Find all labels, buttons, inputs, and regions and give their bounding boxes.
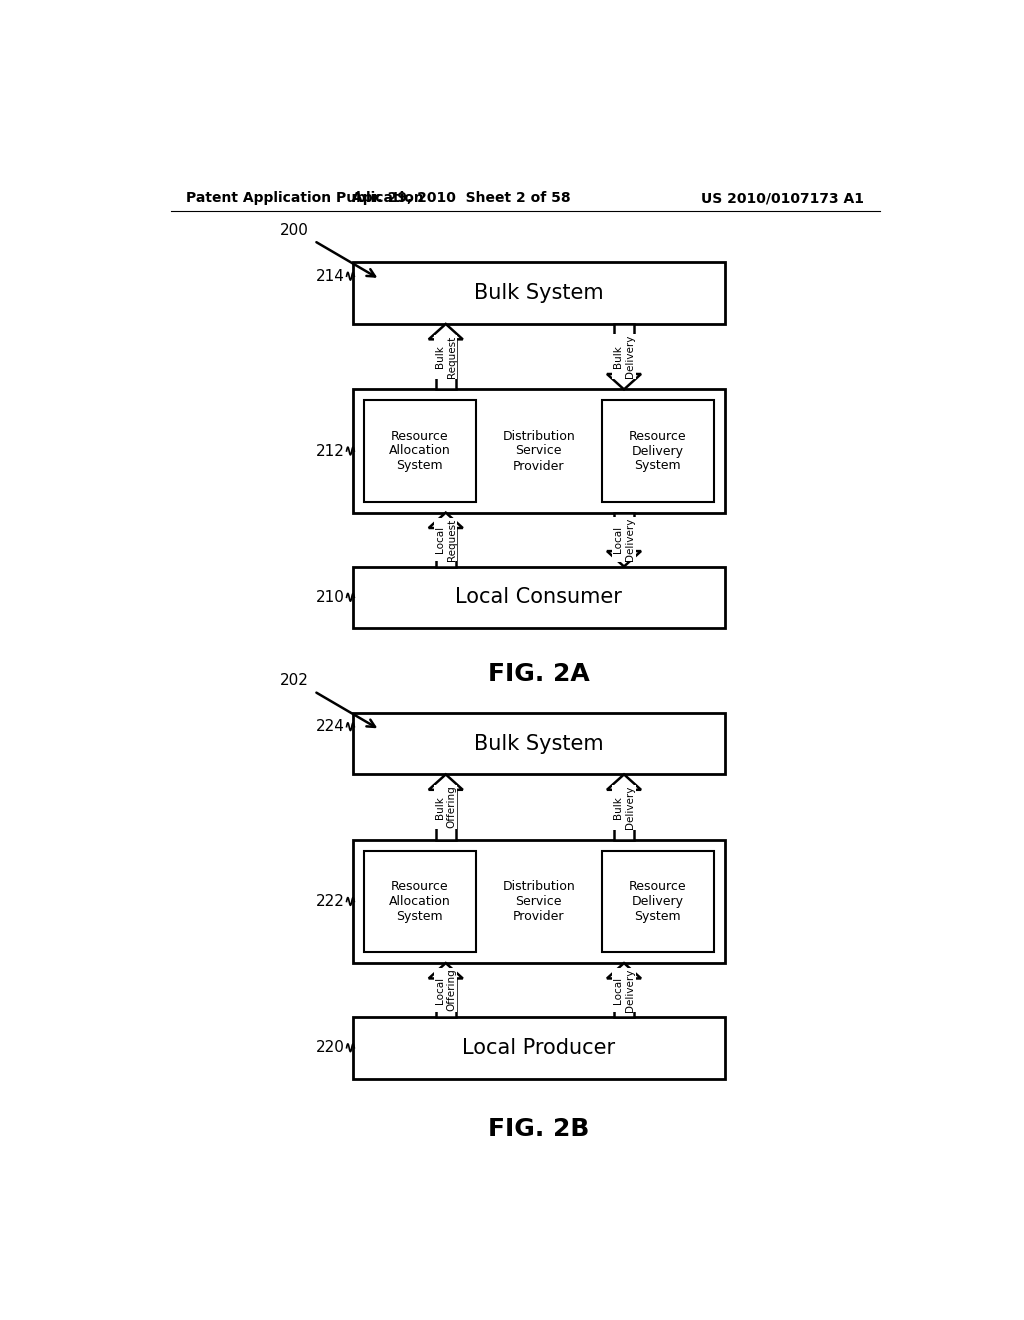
Text: 220: 220: [316, 1040, 345, 1055]
Text: 202: 202: [281, 673, 309, 688]
Text: Patent Application Publication: Patent Application Publication: [186, 191, 424, 206]
Polygon shape: [607, 552, 641, 566]
Text: Bulk
Request: Bulk Request: [435, 335, 457, 378]
Text: US 2010/0107173 A1: US 2010/0107173 A1: [701, 191, 864, 206]
Bar: [614, 789, 634, 840]
Bar: [614, 512, 634, 552]
Bar: [435, 978, 456, 1016]
Text: Apr. 29, 2010  Sheet 2 of 58: Apr. 29, 2010 Sheet 2 of 58: [352, 191, 570, 206]
Bar: [614, 978, 634, 1016]
Polygon shape: [429, 775, 463, 789]
Text: Local
Delivery: Local Delivery: [613, 517, 635, 561]
Text: Local Producer: Local Producer: [462, 1038, 615, 1057]
Polygon shape: [429, 323, 463, 339]
Text: 200: 200: [281, 223, 309, 238]
Bar: [352, 840, 725, 964]
Bar: [352, 389, 725, 512]
Text: Local
Offering: Local Offering: [435, 969, 457, 1011]
Text: Bulk
Offering: Bulk Offering: [435, 785, 457, 829]
Text: Local Consumer: Local Consumer: [456, 587, 623, 607]
Text: Resource
Allocation
System: Resource Allocation System: [389, 429, 451, 473]
Text: 212: 212: [316, 444, 345, 458]
Text: FIG. 2B: FIG. 2B: [488, 1117, 590, 1140]
Text: Resource
Delivery
System: Resource Delivery System: [629, 429, 686, 473]
Text: 224: 224: [316, 719, 345, 734]
Polygon shape: [607, 964, 641, 978]
Bar: [352, 1016, 725, 1078]
Bar: [435, 789, 456, 840]
Text: Bulk System: Bulk System: [474, 284, 603, 304]
Text: Distribution
Service
Provider: Distribution Service Provider: [503, 429, 575, 473]
Bar: [352, 566, 725, 628]
Polygon shape: [607, 374, 641, 389]
Text: Local
Request: Local Request: [435, 519, 457, 561]
Bar: [364, 850, 476, 952]
Text: 214: 214: [316, 269, 345, 284]
Text: 210: 210: [316, 590, 345, 605]
Text: Bulk
Delivery: Bulk Delivery: [613, 335, 635, 379]
Polygon shape: [607, 775, 641, 789]
Text: Resource
Delivery
System: Resource Delivery System: [629, 880, 686, 923]
Text: Bulk System: Bulk System: [474, 734, 603, 754]
Polygon shape: [429, 964, 463, 978]
Bar: [352, 263, 725, 323]
Bar: [601, 400, 714, 502]
Bar: [614, 323, 634, 374]
Text: Bulk
Delivery: Bulk Delivery: [613, 785, 635, 829]
Text: Local
Delivery: Local Delivery: [613, 969, 635, 1011]
Text: Distribution
Service
Provider: Distribution Service Provider: [503, 880, 575, 923]
Bar: [364, 400, 476, 502]
Bar: [601, 850, 714, 952]
Text: FIG. 2A: FIG. 2A: [487, 663, 590, 686]
Text: Resource
Allocation
System: Resource Allocation System: [389, 880, 451, 923]
Bar: [352, 713, 725, 775]
Polygon shape: [429, 512, 463, 528]
Bar: [435, 339, 456, 389]
Bar: [435, 528, 456, 566]
Text: 222: 222: [316, 894, 345, 909]
